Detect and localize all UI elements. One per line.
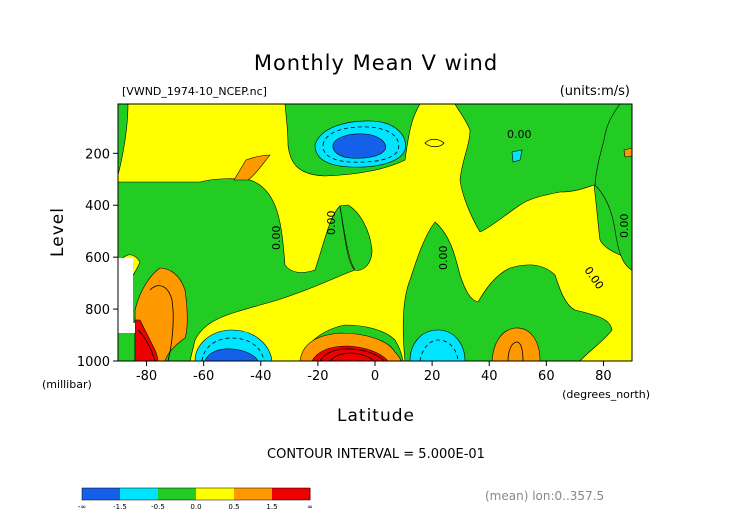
y-tick-label: 200	[85, 147, 110, 162]
x-axis: -80 -60 -40 -20 0 20 40 60 80	[136, 361, 612, 384]
y-axis: 200 400 600 800 1000	[77, 147, 118, 370]
region-cyan-low-right	[409, 329, 466, 361]
contour-label-rot-1: 0.00	[270, 226, 283, 251]
colorbar-swatch	[291, 488, 311, 500]
region-green-center	[339, 204, 373, 271]
units-label: (units:m/s)	[560, 84, 630, 99]
colorbar-border	[81, 487, 311, 501]
colorbar-ticks: -∞ -1.5 -0.5 0.0 0.5 1.5 ∞	[78, 503, 313, 511]
colorbar-tick-label: -∞	[78, 503, 86, 511]
y-axis-units: (millibar)	[42, 378, 92, 391]
region-blue-low	[204, 348, 259, 361]
contour-pos-left-1	[149, 285, 174, 361]
colorbar-swatch	[253, 488, 273, 500]
x-tick-label: 40	[481, 369, 498, 384]
colorbar-swatch	[82, 488, 102, 500]
contour-label-rot-5: 0.00	[618, 214, 631, 239]
mean-text: (mean) lon:0..357.5	[485, 489, 604, 503]
y-tick-label: 400	[85, 199, 110, 214]
region-blue-upper	[332, 133, 386, 159]
region-cyan-small	[511, 149, 523, 163]
region-green-right-lower	[402, 221, 613, 361]
colorbar	[81, 487, 311, 501]
region-orange-right	[491, 327, 541, 361]
x-axis-units: (degrees_north)	[562, 388, 650, 401]
x-tick-label: -60	[193, 369, 214, 384]
x-tick-label: 0	[371, 369, 379, 384]
contour-pos-left-2	[137, 329, 156, 361]
x-axis-label: Latitude	[337, 406, 415, 426]
y-tick-label: 600	[85, 251, 110, 266]
chart-title: Monthly Mean V wind	[254, 51, 498, 75]
contour-label-rot-2: 0.00	[325, 211, 338, 236]
y-tick-label: 1000	[77, 355, 110, 370]
colorbar-swatch	[272, 488, 292, 500]
region-orange-upper	[233, 154, 271, 181]
region-orange-top-right	[623, 147, 632, 158]
contour-lines	[137, 126, 524, 361]
x-tick-label: 20	[424, 369, 441, 384]
contour-label-top: 0.00	[507, 128, 532, 141]
contour-interval-text: CONTOUR INTERVAL = 5.000E-01	[267, 447, 485, 462]
contour-pos-center-2	[329, 352, 375, 361]
x-tick-label: -40	[250, 369, 271, 384]
colorbar-swatch	[120, 488, 140, 500]
colorbar-tick-label: -1.5	[113, 503, 127, 511]
contour-pos-center-1	[319, 348, 385, 361]
plot-area: 0.00 0.00 0.00 0.00 0.00 0.00	[118, 104, 632, 361]
region-green-right-edge	[594, 104, 632, 271]
colorbar-tick-label: ∞	[307, 503, 313, 511]
contour-neg-low-left	[201, 337, 265, 361]
missing-data-1	[118, 258, 133, 323]
y-axis-label: Level	[48, 207, 68, 257]
colorbar-swatch	[234, 488, 254, 500]
x-tick-label: -20	[307, 369, 328, 384]
colorbar-tick-label: 0.0	[190, 503, 201, 511]
colorbar-tick-label: 1.5	[266, 503, 277, 511]
y-tick-label: 800	[85, 303, 110, 318]
colorbar-swatch	[139, 488, 159, 500]
colorbar-swatch	[215, 488, 235, 500]
contour-pos-right	[507, 341, 524, 361]
file-label: [VWND_1974-10_NCEP.nc]	[122, 85, 267, 98]
contour-pos-upper	[424, 138, 445, 148]
contour-neg-low-right	[419, 339, 459, 361]
x-tick-label: -80	[136, 369, 157, 384]
colorbar-tick-label: 0.5	[228, 503, 239, 511]
colorbar-swatch	[101, 488, 121, 500]
region-green-right-upper	[454, 104, 632, 261]
colorbar-swatch	[158, 488, 178, 500]
colorbar-tick-label: -0.5	[151, 503, 165, 511]
contour-label-rot-3: 0.00	[437, 246, 450, 271]
colorbar-swatch	[177, 488, 197, 500]
colorbar-swatch	[196, 488, 216, 500]
x-tick-label: 80	[595, 369, 612, 384]
x-tick-label: 60	[538, 369, 555, 384]
missing-data-2	[118, 323, 135, 333]
